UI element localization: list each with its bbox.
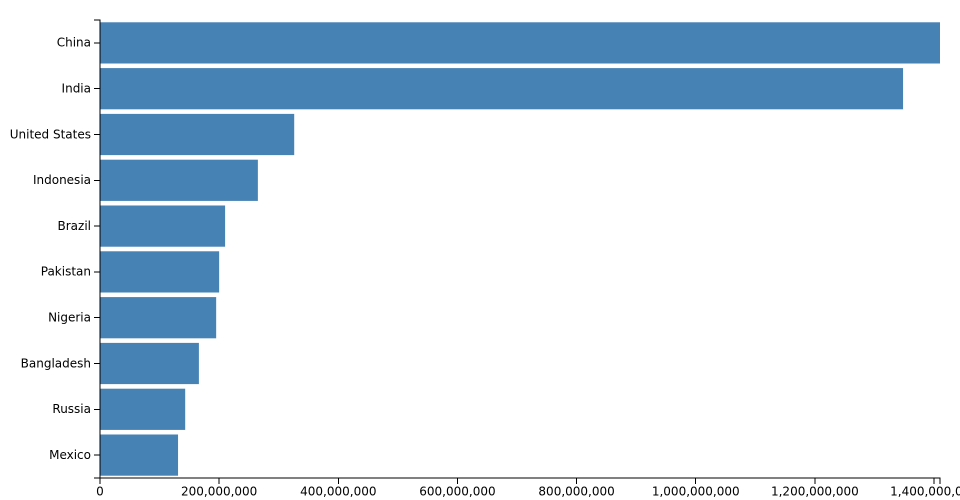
bar: [100, 22, 940, 64]
y-tick-label: Mexico: [49, 448, 91, 462]
bar: [100, 159, 258, 201]
y-tick-label: Pakistan: [41, 265, 91, 279]
bar: [100, 205, 226, 247]
x-tick-label: 400,000,000: [300, 485, 376, 499]
y-tick-label: Brazil: [58, 219, 92, 233]
x-tick-label: 200,000,000: [181, 485, 257, 499]
bar: [100, 434, 179, 476]
x-axis-line: [99, 477, 941, 484]
bar: [100, 388, 186, 430]
y-tick-label: United States: [10, 127, 91, 141]
y-tick-label: Nigeria: [48, 311, 91, 325]
y-tick-label: Bangladesh: [21, 356, 91, 370]
bar: [100, 342, 199, 385]
y-tick-label: Indonesia: [33, 173, 91, 187]
y-tick-label: India: [62, 82, 91, 96]
bar: [100, 251, 220, 293]
x-axis: 0 200,000,000 400,000,000 600,000,000 800,00…: [96, 477, 960, 499]
bar: [100, 113, 295, 156]
x-tick-label: 800,000,000: [538, 485, 614, 499]
x-tick-label: 1,000,000,000: [652, 485, 740, 499]
y-tick-label: Russia: [52, 402, 91, 416]
y-tick-label: China: [57, 36, 91, 50]
x-tick-label: 0: [96, 485, 104, 499]
x-tick-label: 1,200,000,000: [771, 485, 859, 499]
bar: [100, 297, 217, 339]
y-axis: China India United States Indonesia Brazil Pa…: [10, 19, 101, 479]
x-tick-label: 1,400,000,000: [890, 485, 960, 499]
bar: [100, 68, 904, 110]
x-tick-label: 600,000,000: [419, 485, 495, 499]
y-axis-line: [94, 19, 101, 479]
